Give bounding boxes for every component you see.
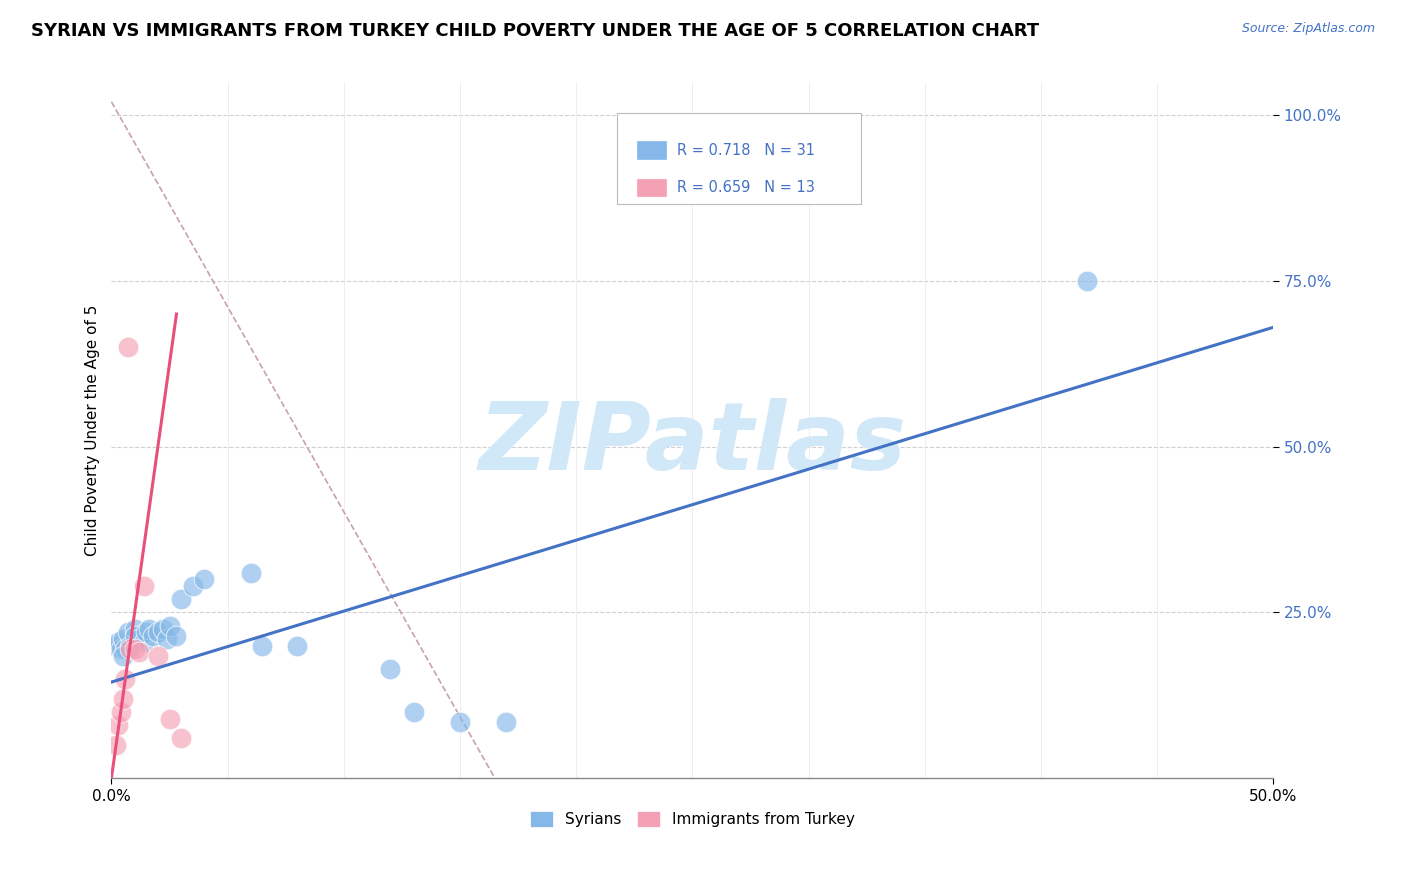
Point	[132, 635, 155, 649]
Point	[193, 572, 215, 586]
Point	[118, 639, 141, 653]
Point	[114, 641, 136, 656]
Point	[112, 691, 135, 706]
Text: SYRIAN VS IMMIGRANTS FROM TURKEY CHILD POVERTY UNDER THE AGE OF 5 CORRELATION CH: SYRIAN VS IMMIGRANTS FROM TURKEY CHILD P…	[31, 22, 1039, 40]
Point	[142, 629, 165, 643]
Point	[239, 566, 262, 580]
Point	[166, 629, 188, 643]
Point	[124, 641, 146, 656]
Point	[112, 648, 135, 663]
Text: R = 0.659   N = 13: R = 0.659 N = 13	[678, 180, 815, 195]
Point	[152, 622, 174, 636]
Point	[128, 645, 150, 659]
Point	[117, 625, 139, 640]
Point	[285, 639, 308, 653]
Point	[402, 705, 425, 719]
Point	[380, 662, 402, 676]
Point	[159, 712, 181, 726]
Point	[495, 714, 517, 729]
Point	[112, 632, 135, 646]
Point	[124, 629, 146, 643]
Text: Source: ZipAtlas.com: Source: ZipAtlas.com	[1241, 22, 1375, 36]
Point	[170, 731, 193, 746]
Point	[132, 579, 155, 593]
Point	[118, 641, 141, 656]
Point	[146, 625, 169, 640]
Point	[135, 625, 157, 640]
Point	[156, 632, 179, 646]
Point	[159, 618, 181, 632]
Point	[105, 639, 128, 653]
Bar	[637, 179, 665, 196]
Point	[181, 579, 204, 593]
Point	[128, 632, 150, 646]
Bar	[637, 142, 665, 159]
FancyBboxPatch shape	[617, 113, 860, 203]
Point	[138, 622, 160, 636]
Point	[110, 705, 132, 719]
Point	[107, 635, 129, 649]
Point	[170, 592, 193, 607]
Y-axis label: Child Poverty Under the Age of 5: Child Poverty Under the Age of 5	[86, 304, 100, 556]
Text: R = 0.718   N = 31: R = 0.718 N = 31	[678, 143, 815, 158]
Point	[105, 738, 128, 752]
Point	[124, 622, 146, 636]
Legend: Syrians, Immigrants from Turkey: Syrians, Immigrants from Turkey	[524, 805, 860, 833]
Point	[1076, 274, 1098, 288]
Point	[449, 714, 471, 729]
Point	[117, 340, 139, 354]
Point	[110, 641, 132, 656]
Point	[114, 672, 136, 686]
Point	[252, 639, 274, 653]
Text: ZIPatlas: ZIPatlas	[478, 398, 907, 490]
Point	[107, 718, 129, 732]
Point	[146, 648, 169, 663]
